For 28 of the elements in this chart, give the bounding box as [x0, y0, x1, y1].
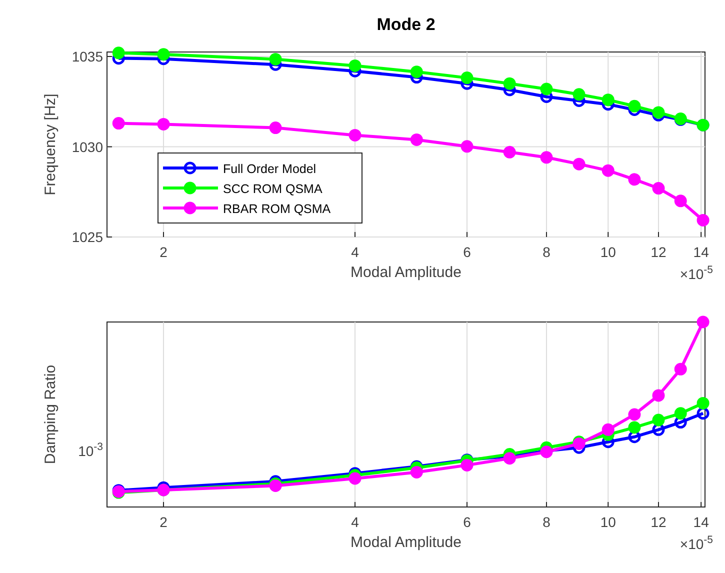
x-tick-label: 4 — [351, 514, 360, 530]
x-tick-label: 6 — [463, 244, 472, 260]
legend-label: SCC ROM QSMA — [223, 182, 323, 196]
y-axis-title: Frequency [Hz] — [42, 94, 59, 196]
x-tick-label: 14 — [693, 514, 710, 530]
legend-label: RBAR ROM QSMA — [223, 202, 332, 216]
x-tick-label: 4 — [351, 244, 360, 260]
y-axis-title: Damping Ratio — [42, 364, 59, 464]
x-tick-label: 10 — [600, 514, 616, 530]
x-tick-label: 2 — [160, 244, 168, 260]
text: ×10$^{-5}$ — [680, 264, 714, 282]
x-tick-label: 10 — [600, 244, 616, 260]
y-tick-label: 1025 — [72, 229, 104, 245]
x-tick-label: 6 — [463, 514, 472, 530]
x-tick-label: 8 — [542, 244, 551, 260]
x-axis-title: Modal Amplitude — [350, 264, 462, 281]
x-tick-label: 2 — [160, 514, 168, 530]
y-tick-label: 1030 — [72, 138, 104, 155]
x-tick-label: 14 — [693, 244, 710, 260]
x-tick-label: 12 — [650, 244, 666, 260]
text: 10$^{-3}$ — [78, 440, 104, 459]
x-tick-label: 12 — [650, 514, 666, 530]
x-axis-title: Modal Amplitude — [350, 534, 462, 551]
chart-title: Mode 2 — [376, 15, 436, 34]
text: ×10$^{-5}$ — [680, 534, 714, 552]
x-tick-label: 8 — [542, 514, 551, 530]
legend-label: Full Order Model — [223, 162, 316, 176]
y-tick-label: 1035 — [72, 48, 104, 65]
